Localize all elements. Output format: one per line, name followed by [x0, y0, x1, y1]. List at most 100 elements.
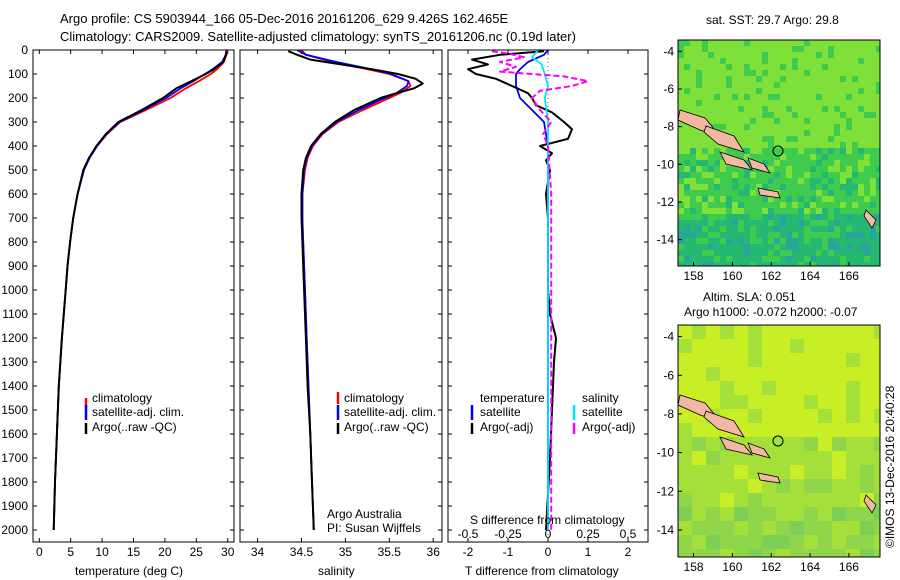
map-pixel [816, 70, 823, 77]
map-pixel [684, 94, 691, 101]
map-pixel [696, 250, 703, 257]
map-pixel [798, 208, 805, 215]
map-pixel [714, 112, 721, 119]
map-pixel [852, 94, 859, 101]
map-pixel [762, 353, 777, 368]
map-pixel [816, 118, 823, 125]
map-pixel [792, 94, 799, 101]
map-pixel [690, 100, 697, 107]
map-pixel [696, 262, 703, 266]
map-pixel [762, 46, 769, 53]
map-pixel [726, 58, 733, 65]
map-pixel [678, 220, 685, 227]
map-pixel [690, 178, 697, 185]
map-pixel [818, 367, 833, 382]
map-pixel [768, 118, 775, 125]
map-pixel [678, 88, 685, 95]
map-pixel [822, 166, 829, 173]
map-pixel [798, 52, 805, 59]
map-pixel [714, 232, 721, 239]
map-pixel [786, 244, 793, 251]
map-pixel [768, 244, 775, 251]
map-pixel [744, 250, 751, 257]
depth-tick-label: 800 [8, 235, 28, 249]
map-pixel [804, 94, 811, 101]
map-pixel [840, 124, 847, 131]
map-pixel [876, 184, 880, 191]
map-pixel [792, 148, 799, 155]
map-pixel [832, 493, 847, 508]
map-pixel [792, 106, 799, 113]
map-pixel [738, 52, 745, 59]
map-pixel [768, 166, 775, 173]
map-pixel [734, 521, 749, 536]
map-pixel [804, 40, 811, 47]
map-pixel [738, 220, 745, 227]
temperature-xtick-label: 10 [95, 545, 109, 559]
map-pixel [744, 220, 751, 227]
map-pixel [876, 82, 880, 89]
map-pixel [864, 190, 871, 197]
map-pixel [768, 40, 775, 47]
map-pixel [864, 46, 871, 53]
map-pixel [768, 238, 775, 245]
map-pixel [804, 112, 811, 119]
depth-tick-label: 300 [8, 115, 28, 129]
map-pixel [726, 232, 733, 239]
temperature-xtick-label: 25 [190, 545, 204, 559]
map-pixel [750, 136, 757, 143]
s-difference-tick-label: 0.25 [576, 527, 600, 541]
map-pixel [822, 100, 829, 107]
map-pixel [786, 82, 793, 89]
map-pixel [684, 196, 691, 203]
map-pixel [756, 130, 763, 137]
map-pixel [774, 136, 781, 143]
map-pixel [828, 64, 835, 71]
map-pixel [696, 142, 703, 149]
map-pixel [804, 250, 811, 257]
map-pixel [870, 178, 877, 185]
map-pixel [708, 52, 715, 59]
map-pixel [708, 88, 715, 95]
map-pixel [726, 214, 733, 221]
depth-tick-label: 1800 [1, 475, 28, 489]
map-pixel [690, 58, 697, 65]
map-pixel [864, 40, 871, 47]
map-pixel [750, 214, 757, 221]
map-pixel [828, 118, 835, 125]
map-pixel [708, 238, 715, 245]
map-pixel [860, 423, 875, 438]
map-pixel [804, 214, 811, 221]
map-pixel [864, 94, 871, 101]
map-pixel [702, 154, 709, 161]
map-pixel [876, 226, 880, 233]
map-pixel [852, 190, 859, 197]
map-pixel [816, 130, 823, 137]
map-pixel [738, 58, 745, 65]
map-pixel [774, 262, 781, 266]
map-pixel [690, 160, 697, 167]
map-pixel [756, 100, 763, 107]
map-pixel [762, 493, 777, 508]
map-pixel [774, 208, 781, 215]
map-pixel [720, 160, 727, 167]
map-pixel [748, 353, 763, 368]
map-pixel [874, 535, 880, 550]
map-pixel [684, 172, 691, 179]
map-pixel [702, 226, 709, 233]
map-pixel [846, 76, 853, 83]
map-pixel [864, 178, 871, 185]
map-pixel [876, 112, 880, 119]
map-pixel [860, 325, 875, 340]
map-pixel [744, 106, 751, 113]
map-pixel [816, 142, 823, 149]
map-pixel [756, 256, 763, 263]
map-pixel [714, 184, 721, 191]
map-pixel [756, 58, 763, 65]
map-pixel [874, 353, 880, 368]
map-pixel [696, 232, 703, 239]
map-pixel [846, 395, 861, 410]
map-pixel [816, 256, 823, 263]
map-pixel [780, 142, 787, 149]
map-pixel [768, 178, 775, 185]
